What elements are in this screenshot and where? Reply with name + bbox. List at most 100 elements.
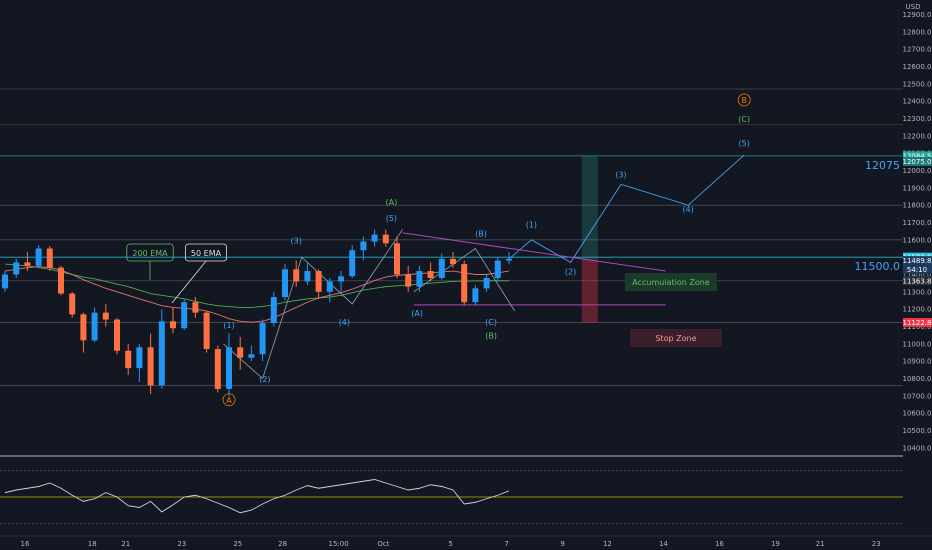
wave-label: A — [226, 396, 232, 405]
wave-label: (C) — [738, 115, 750, 124]
price-tag-label: 11363.8 — [903, 277, 932, 285]
price-tag-label: 11489.8 — [903, 257, 932, 265]
candle-body — [259, 323, 266, 355]
candle-body — [114, 319, 120, 351]
price-tick-label: 12400.0 — [903, 98, 932, 106]
price-tag — [903, 318, 932, 328]
candle-body — [382, 234, 389, 244]
wave-label: (1) — [526, 221, 537, 230]
price-tag — [903, 264, 932, 274]
time-tick-label: 16 — [715, 540, 724, 548]
candle-body — [91, 312, 98, 341]
accumulation-zone-label: Accumulation Zone — [632, 278, 710, 287]
wave-label: (A) — [386, 198, 398, 207]
price-axis[interactable]: 12900.0 12800.0 12700.0 12600.0 12500.0 12400… — [903, 0, 932, 540]
50-ema-line — [4, 266, 510, 323]
candle-body — [405, 274, 412, 287]
candle-body — [147, 347, 154, 386]
level-12075-label: 12075 — [865, 159, 900, 172]
price-tick-label: 10500.0 — [903, 427, 932, 435]
time-axis[interactable]: 16 18 21 23 25 28 15:00 Oct 5 7 9 12 14 16 19 21 23 — [0, 535, 932, 548]
price-tick-label: 11900.0 — [903, 184, 932, 192]
price-tag — [903, 151, 932, 161]
stop-zone-box — [630, 329, 722, 347]
candle-body — [2, 274, 8, 289]
projection-line — [508, 154, 745, 263]
time-tick-label: 25 — [233, 540, 242, 548]
stop-zone: Stop Zone — [630, 329, 722, 347]
price-tick-label: 12900.0 — [903, 11, 932, 19]
accumulation-zone-box — [625, 273, 717, 291]
wave-label: (B) — [475, 229, 487, 238]
price-tag-label: 12084.5 — [903, 152, 932, 160]
candle-body — [293, 269, 300, 282]
time-tick-label: 23 — [872, 540, 881, 548]
candle-body — [203, 312, 210, 350]
price-tag — [903, 276, 932, 286]
ema50-callout-text: 50 EMA — [191, 249, 222, 258]
price-tag-label: 54:10 — [907, 266, 927, 274]
wave-label: (4) — [339, 318, 350, 327]
ema50-callout: 50 EMA — [171, 243, 227, 304]
price-tick-label: 12200.0 — [903, 132, 932, 140]
time-tick-label: 19 — [771, 540, 780, 548]
time-tick-label: 23 — [177, 540, 186, 548]
candle-body — [158, 321, 165, 386]
time-tick-label: 21 — [816, 540, 825, 548]
candle-body — [80, 314, 87, 341]
candle-body — [46, 248, 53, 268]
candle-body — [506, 258, 512, 261]
ema50-callout-pointer — [171, 260, 207, 304]
price-tick-label: 10900.0 — [903, 358, 932, 366]
price-pane[interactable]: 200 EMA 50 EMA Accumulation Zone Stop Zone 1… — [0, 88, 932, 457]
time-tick-label: 9 — [560, 540, 564, 548]
wave-circle — [222, 393, 236, 407]
candle-body — [394, 243, 400, 275]
wave-label: (4) — [683, 205, 694, 214]
ema200-callout: 200 EMA — [126, 243, 174, 280]
candle-body — [494, 260, 501, 278]
candle-body — [315, 271, 322, 292]
price-tick-label: 11300.0 — [903, 288, 932, 296]
candle-body — [450, 258, 456, 265]
wave-label: (5) — [739, 139, 750, 148]
wave-label: (3) — [615, 170, 626, 179]
risk-zone — [581, 259, 598, 323]
time-tick-label: 15:00 — [329, 540, 349, 548]
price-tick-label: 10700.0 — [903, 392, 932, 400]
time-tick-label: 7 — [504, 540, 508, 548]
candle-body — [416, 271, 423, 287]
wave-label: (2) — [259, 375, 270, 384]
price-tag-label: 12075.0 — [903, 158, 932, 166]
candle-body — [226, 347, 232, 389]
level-11500-label: 11500.0 — [855, 260, 901, 273]
candle-body — [214, 349, 221, 389]
wave-label: (2) — [565, 268, 576, 277]
wave-label: (3) — [291, 236, 302, 245]
rsi-line — [4, 479, 510, 514]
price-tick-label: 12500.0 — [903, 80, 932, 88]
price-tick-label: 10800.0 — [903, 375, 932, 383]
time-tick-label: 12 — [603, 540, 612, 548]
price-tick-label: 11400.0 — [903, 271, 932, 279]
candle-body — [58, 267, 64, 294]
price-tick-label: 12600.0 — [903, 63, 932, 71]
price-tag-label: 11122.8 — [903, 319, 932, 327]
candle-body — [461, 264, 468, 303]
candle-body — [427, 271, 434, 278]
wave-label: (5) — [386, 214, 397, 223]
ema200-callout-text: 200 EMA — [132, 249, 168, 258]
time-tick-label: 16 — [21, 540, 30, 548]
candle-body — [282, 269, 288, 298]
currency-label: USD — [906, 3, 921, 11]
candle-body — [237, 347, 244, 358]
candle-body — [69, 293, 76, 315]
wave-label: (B) — [485, 332, 497, 341]
price-tick-label: 11200.0 — [903, 306, 932, 314]
candle-body — [360, 241, 367, 251]
candle-body — [125, 350, 132, 369]
candle-body — [472, 288, 479, 303]
price-tick-label: 10400.0 — [903, 444, 932, 452]
candle-body — [170, 321, 176, 329]
